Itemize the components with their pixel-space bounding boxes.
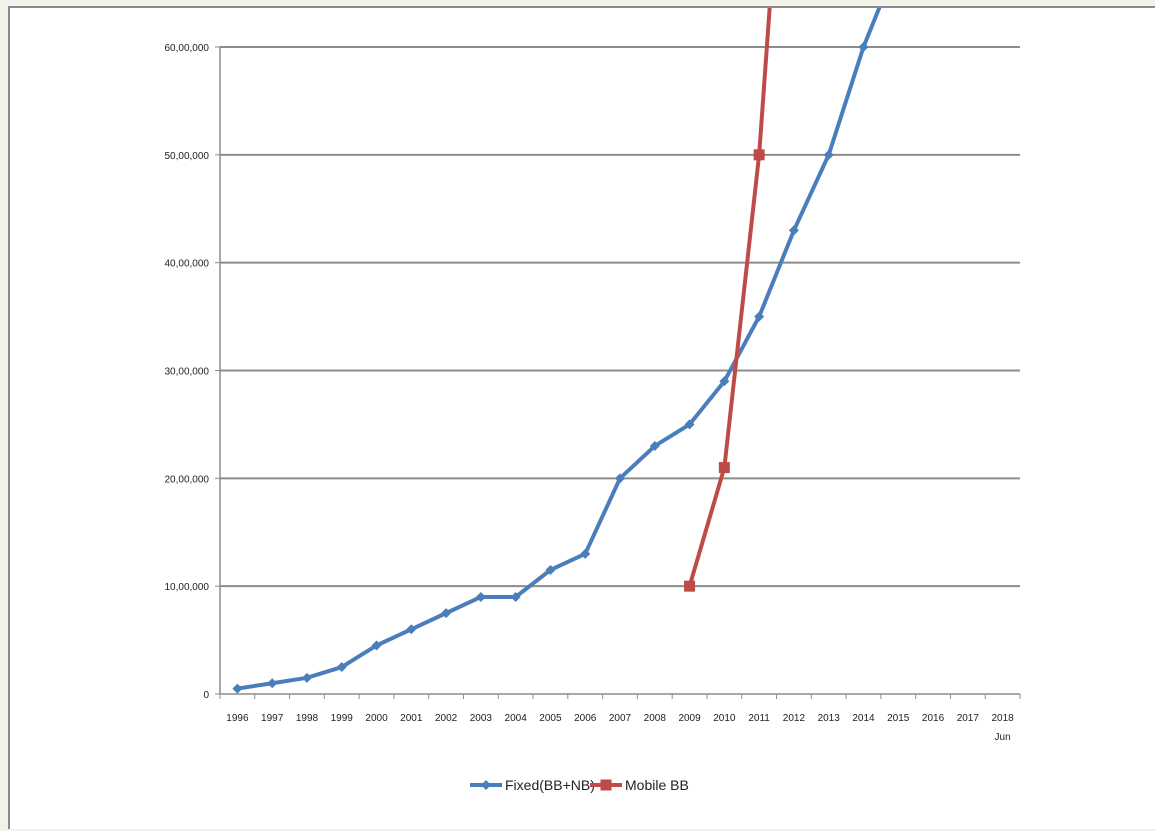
data-point xyxy=(371,640,382,651)
data-point xyxy=(788,225,799,236)
data-point xyxy=(301,672,312,683)
data-point xyxy=(858,42,869,52)
x-tick-label: 2011 xyxy=(748,713,770,724)
data-point xyxy=(441,608,452,619)
data-point xyxy=(510,591,521,602)
x-tick-label: 2017 xyxy=(957,713,980,724)
x-tick-label: 2002 xyxy=(435,713,458,724)
series-markers xyxy=(232,42,869,694)
x-tick-label: 2004 xyxy=(505,713,528,724)
legend-label: Mobile BB xyxy=(625,777,689,793)
x-tick-label: 1997 xyxy=(261,713,284,724)
legend-label: Fixed(BB+NB) xyxy=(505,777,595,793)
x-tick-labels: 1996 1997 1998 1999 2000 2001 2002 2003 2004 2005… xyxy=(226,713,1014,743)
y-tick-label: 10,00,000 xyxy=(165,582,210,593)
x-tick-label: 1998 xyxy=(296,713,319,724)
series-line xyxy=(687,8,772,587)
x-tick-label: 2018 xyxy=(991,713,1014,724)
data-point xyxy=(267,678,278,689)
data-point xyxy=(719,376,730,387)
data-point xyxy=(481,780,491,790)
y-tick-label: 60,00,000 xyxy=(165,43,210,54)
x-tick-label: 2000 xyxy=(365,713,388,724)
data-point xyxy=(684,419,695,430)
x-tick-label: 2015 xyxy=(887,713,910,724)
y-tick-label: 40,00,000 xyxy=(165,259,210,270)
data-point xyxy=(600,779,612,791)
data-point xyxy=(823,149,834,160)
x-tick-label: 2016 xyxy=(922,713,945,724)
series-line xyxy=(237,8,882,691)
data-point xyxy=(580,548,591,559)
series-lines xyxy=(237,8,882,691)
y-tick-labels: 0 10,00,000 20,00,000 30,00,000 40,00,000 50,… xyxy=(165,43,210,701)
legend: Fixed(BB+NB) Mobile BB xyxy=(470,777,689,793)
data-point xyxy=(718,462,730,474)
data-point xyxy=(232,683,243,694)
y-tick-label: 50,00,000 xyxy=(165,151,210,162)
data-point xyxy=(475,591,486,602)
y-tick-label: 0 xyxy=(203,690,209,701)
gridlines xyxy=(220,46,1020,588)
x-tick-label: 2010 xyxy=(713,713,736,724)
data-point xyxy=(615,473,625,484)
data-point xyxy=(649,440,660,451)
x-tick-label: 2003 xyxy=(470,713,493,724)
data-point xyxy=(336,662,347,673)
x-tick-label: 2008 xyxy=(644,713,667,724)
y-tick-label: 30,00,000 xyxy=(165,367,210,378)
axes xyxy=(215,46,1021,699)
x-tick-label: 2013 xyxy=(818,713,841,724)
x-tick-label: 1996 xyxy=(226,713,249,724)
x-tick-label: 2006 xyxy=(574,713,597,724)
y-tick-label: 20,00,000 xyxy=(165,474,210,485)
x-tick-label: 2014 xyxy=(852,713,875,724)
data-point xyxy=(754,311,765,322)
x-tick-label: 2007 xyxy=(609,713,632,724)
x-tick-label: 2012 xyxy=(783,713,806,724)
x-tick-label: 2009 xyxy=(678,713,701,724)
data-point xyxy=(406,624,417,635)
x-tick-label: 2005 xyxy=(539,713,562,724)
chart-frame: 0 10,00,000 20,00,000 30,00,000 40,00,000 50,… xyxy=(8,6,1155,829)
x-tick-label: 2001 xyxy=(400,713,423,724)
data-point xyxy=(684,580,696,592)
x-tick-sublabel: Jun xyxy=(995,732,1011,743)
x-tick-label: 1999 xyxy=(331,713,354,724)
data-point xyxy=(545,564,556,575)
line-chart: 0 10,00,000 20,00,000 30,00,000 40,00,000 50,… xyxy=(165,8,1021,793)
data-point xyxy=(753,149,765,161)
